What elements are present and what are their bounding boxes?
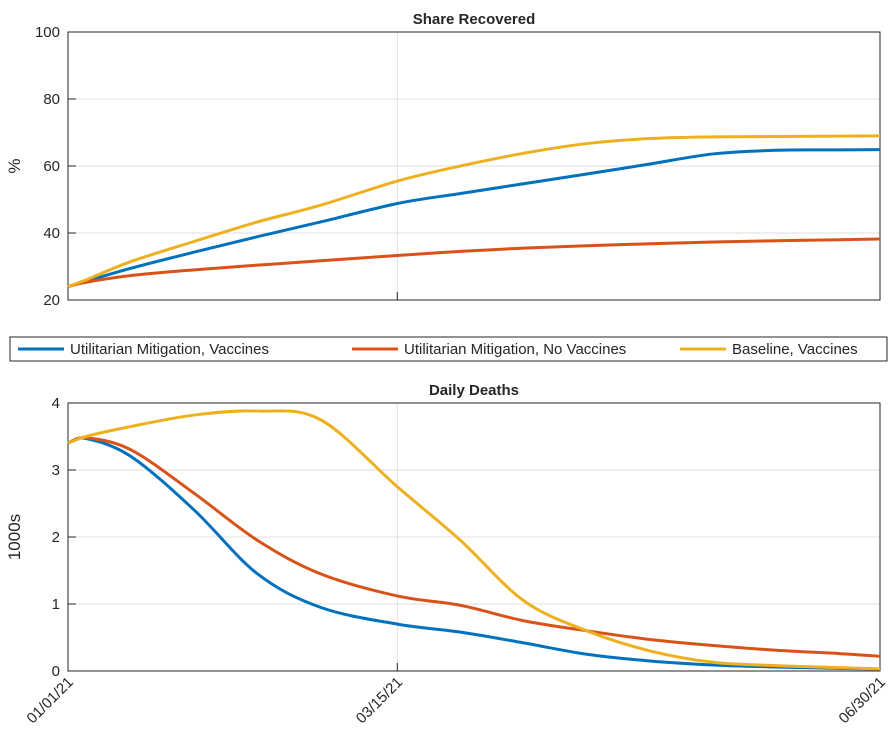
x-tick-label: 06/30/21 xyxy=(836,674,889,727)
legend-label: Utilitarian Mitigation, Vaccines xyxy=(70,341,269,358)
chart-title: Daily Deaths xyxy=(429,382,519,399)
y-tick-label: 20 xyxy=(43,292,60,309)
chart-title: Share Recovered xyxy=(413,11,536,28)
legend-label: Utilitarian Mitigation, No Vaccines xyxy=(404,341,626,358)
legend-label: Baseline, Vaccines xyxy=(732,341,858,358)
axes-frame xyxy=(67,402,881,672)
y-tick-label: 60 xyxy=(43,158,60,175)
legend: Utilitarian Mitigation, Vaccines Utilitar… xyxy=(9,336,888,362)
series-line xyxy=(67,148,881,289)
axes-frame xyxy=(67,31,881,301)
series-line xyxy=(67,409,881,671)
y-axis-label: % xyxy=(5,158,24,173)
y-tick-label: 1 xyxy=(52,596,60,613)
x-tick-label: 03/15/21 xyxy=(353,674,406,727)
series-line xyxy=(67,237,881,289)
x-tick-label: 01/01/21 xyxy=(24,674,77,727)
y-tick-label: 4 xyxy=(52,395,60,412)
legend-box xyxy=(9,336,888,362)
series-line xyxy=(67,436,881,671)
y-axis-label: 1000s xyxy=(5,514,24,560)
y-tick-label: 100 xyxy=(35,24,60,41)
y-tick-label: 2 xyxy=(52,529,60,546)
series-line xyxy=(67,134,881,289)
y-tick-label: 3 xyxy=(52,462,60,479)
series-line xyxy=(67,436,881,658)
y-tick-label: 40 xyxy=(43,225,60,242)
y-tick-label: 80 xyxy=(43,91,60,108)
y-tick-label: 0 xyxy=(52,663,60,680)
